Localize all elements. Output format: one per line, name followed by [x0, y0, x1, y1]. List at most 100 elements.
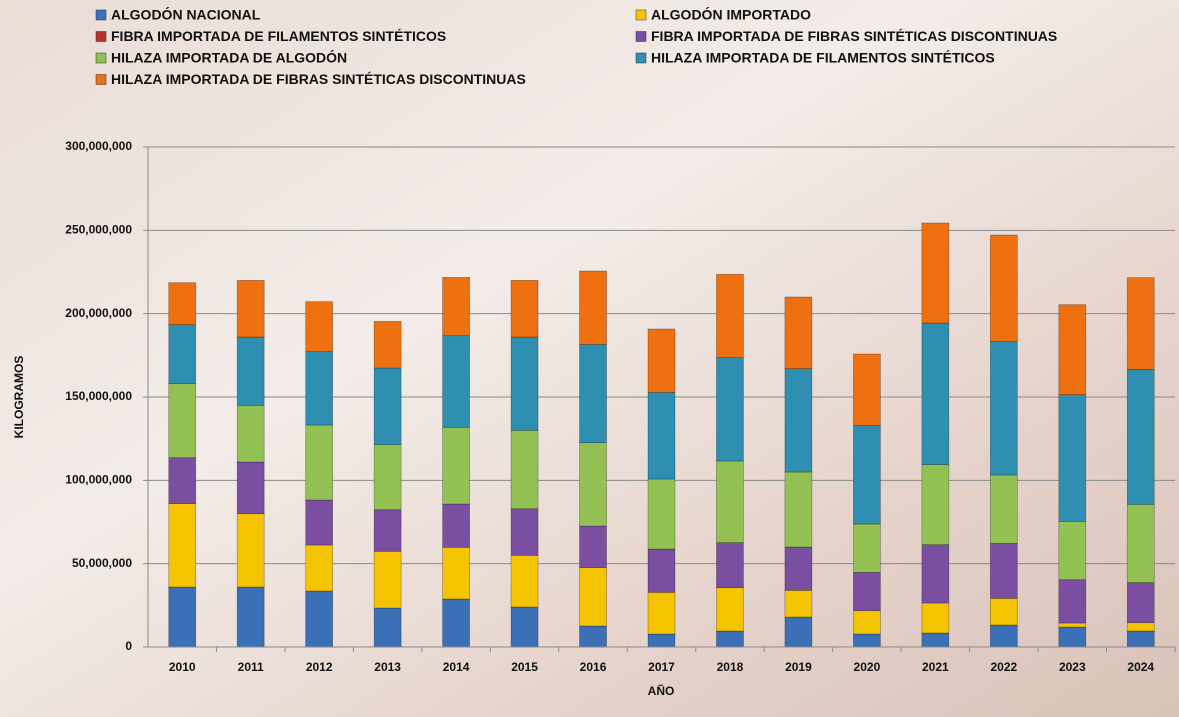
- bar-segment: [236, 279, 265, 338]
- y-tick-label: 100,000,000: [65, 473, 132, 487]
- bar-segment: [853, 425, 881, 525]
- y-tick-label: 200,000,000: [65, 306, 132, 320]
- bar-segment: [647, 328, 676, 393]
- bar-segment: [647, 478, 676, 550]
- legend-label: ALGODÓN NACIONAL: [111, 6, 261, 23]
- legend-swatch: [635, 9, 647, 21]
- bar-segment: [989, 542, 1018, 599]
- bar-segment: [236, 404, 265, 463]
- x-tick-label: 2017: [648, 660, 675, 674]
- bar-segment: [716, 542, 744, 589]
- bar-segment: [921, 602, 950, 634]
- bar-segment: [373, 550, 402, 609]
- bar-segment: [921, 632, 950, 648]
- bar-segment: [1126, 630, 1155, 648]
- bar-segment: [579, 343, 607, 444]
- bar-segment: [1126, 277, 1155, 370]
- bar-segment: [1126, 622, 1155, 632]
- bar-segment: [305, 499, 334, 546]
- x-tick-label: 2023: [1059, 660, 1086, 674]
- legend-swatch: [95, 9, 107, 21]
- bar-segment: [168, 282, 197, 326]
- bar-segment: [579, 270, 607, 345]
- bar-segment: [373, 367, 402, 446]
- bar-segment: [579, 442, 607, 527]
- x-tick-label: 2013: [374, 660, 401, 674]
- bar-segment: [510, 554, 539, 608]
- x-tick-label: 2022: [990, 660, 1017, 674]
- legend-label: HILAZA IMPORTADA DE ALGODÓN: [111, 49, 347, 66]
- bar-segment: [1058, 622, 1087, 628]
- bar-segment: [853, 571, 881, 612]
- y-tick-label: 0: [125, 639, 132, 653]
- bar-segment: [1126, 582, 1155, 624]
- bar-segment: [442, 503, 470, 548]
- bar-segment: [442, 546, 470, 600]
- bar-segment: [373, 444, 402, 511]
- bar-segment: [716, 587, 744, 632]
- bar-segment: [442, 426, 470, 505]
- bar-segment: [784, 471, 813, 548]
- bar-segment: [510, 336, 539, 431]
- bar-segment: [1058, 304, 1087, 396]
- x-tick-label: 2019: [785, 660, 812, 674]
- legend-label: ALGODÓN IMPORTADO: [651, 6, 811, 23]
- bar-segment: [1126, 368, 1155, 505]
- y-tick-label: 300,000,000: [65, 139, 132, 153]
- bar-segment: [236, 461, 265, 515]
- bar-segment: [647, 548, 676, 593]
- legend-swatch: [95, 52, 107, 64]
- bar-segment: [373, 320, 402, 369]
- legend-label: HILAZA IMPORTADA DE FIBRAS SINTÉTICAS DI…: [111, 71, 526, 87]
- bar-segment: [921, 544, 950, 604]
- x-tick-label: 2016: [580, 660, 607, 674]
- bar-segment: [784, 616, 813, 648]
- bar-segment: [921, 464, 950, 546]
- bar-segment: [921, 222, 950, 324]
- bar-segment: [305, 351, 334, 426]
- legend-swatch: [635, 31, 647, 42]
- bar-segment: [784, 546, 813, 591]
- x-tick-label: 2012: [306, 660, 333, 674]
- x-axis-title: AÑO: [648, 683, 675, 698]
- bar-segment: [784, 296, 813, 370]
- bar-segment: [853, 353, 881, 427]
- x-tick-label: 2010: [169, 660, 196, 674]
- bar-segment: [716, 630, 744, 648]
- x-tick-label: 2014: [443, 660, 470, 674]
- bar-segment: [1058, 394, 1087, 522]
- legend: ALGODÓN NACIONAL ALGODÓN IMPORTADO FIBRA I…: [95, 6, 1057, 87]
- bar-segment: [373, 607, 402, 648]
- legend-label: HILAZA IMPORTADA DE FILAMENTOS SINTÉTICO…: [651, 50, 995, 66]
- x-tick-label: 2011: [238, 660, 264, 674]
- y-tick-label: 150,000,000: [65, 389, 132, 403]
- bar-segment: [853, 633, 881, 648]
- bar-segment: [1126, 503, 1155, 584]
- bar-segment: [168, 383, 197, 459]
- bar-segment: [510, 429, 539, 510]
- bar-segment: [168, 503, 197, 588]
- bar-segment: [305, 544, 334, 592]
- bar-segment: [236, 586, 265, 648]
- bar-segment: [716, 357, 744, 462]
- bar-segment: [647, 591, 676, 635]
- bar-segment: [989, 341, 1018, 476]
- bar-segment: [168, 457, 197, 505]
- bar-segment: [510, 606, 539, 648]
- bar-segment: [442, 598, 470, 648]
- bar-segment: [784, 589, 813, 618]
- bar-segment: [989, 597, 1018, 626]
- legend-swatch: [635, 52, 647, 64]
- y-axis-title: KILOGRAMOS: [12, 356, 26, 439]
- bar-segment: [305, 590, 334, 648]
- legend-swatch: [95, 74, 107, 85]
- bar-segment: [921, 322, 950, 466]
- bar-segment: [442, 335, 470, 428]
- bar-segment: [716, 460, 744, 544]
- bar-segment: [510, 279, 539, 338]
- bar-segment: [373, 509, 402, 552]
- x-tick-label: 2020: [854, 660, 881, 674]
- bar-segment: [168, 586, 197, 648]
- bar-segment: [716, 273, 744, 359]
